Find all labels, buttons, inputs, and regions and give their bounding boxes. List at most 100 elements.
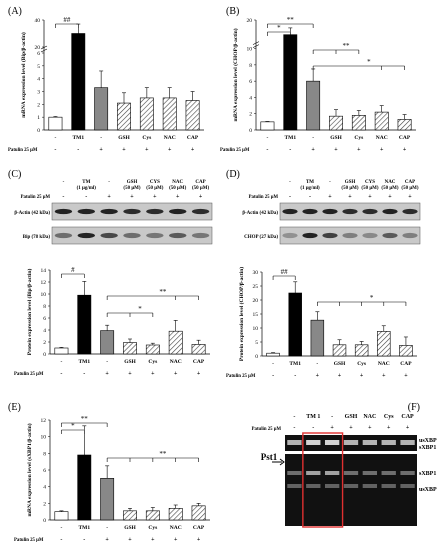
y-tick-label: 5 [255,340,258,346]
blot-band [382,208,398,215]
y-axis-label: Protein expression level (CHOP/β-actin) [238,267,245,361]
patulin-sign: - [289,147,291,153]
significance-B-sig1: ** [287,16,295,24]
blot-row-label: Bip (78 kDa) [23,235,51,240]
y-axis-label: Protein expression level (Bip/β-actin) [26,269,33,356]
bar [266,352,280,357]
blot-band [302,232,318,239]
blot-lane-header: TM [306,180,314,185]
y-axis-label: mRNA expression level (Bip/β-actin) [20,32,27,118]
gel-lane-sign: + [387,425,391,431]
x-tick-label: GSH [124,359,136,365]
blot-lane-header: CAP [195,180,205,185]
blot-lane-sign: + [199,194,203,200]
blot-lane-header: - [108,180,110,185]
y-tick-label: 1 [37,115,40,121]
x-tick-label: NAC [164,135,176,141]
x-tick-label: - [100,135,102,141]
panel-label-D: (D) [226,169,240,180]
x-tick-label: Cys [354,135,363,141]
blot-row-label: CHOP (27 kDa) [244,235,278,240]
blot-lane-header: NAC [385,180,396,185]
significance-B-sig3: ** [343,42,351,50]
gel-lane-label: - [293,414,295,420]
gel-lane-sign: - [312,425,314,431]
bar [191,505,206,521]
y-tick-label: 4 [37,77,40,83]
blot-lane-header: (50 μM) [146,186,163,191]
y-tick-label: 30 [253,270,259,276]
y-tick-label: 0 [249,128,252,134]
gel-band-mid [400,471,415,475]
gel-band-top [324,440,340,445]
x-tick-label: TM1 [289,361,301,367]
patulin-label: Patulin 25 μM [14,538,44,543]
blot-row-label: β-Actin (42 kDa) [14,211,50,216]
gel-lane-label: Cys [384,414,394,420]
panel-label-F: (F) [408,402,420,413]
blot-band [382,232,398,239]
blot-lane-header: (1 μg/ml) [300,186,320,191]
gel-band-top [343,440,359,445]
gel-patulin-label: Patulin 25 μM [252,427,282,432]
blot-band [282,232,298,239]
bar [145,344,160,355]
patulin-sign: + [105,371,109,377]
gel-band-mid [306,471,321,475]
blot-band [100,208,118,215]
bar [329,115,343,131]
x-tick-label: Cys [148,525,157,531]
blot-band [302,208,318,215]
blot-band [282,208,298,215]
gel-lane-sign: + [349,425,353,431]
gel-band-low [306,484,321,488]
bar [100,478,115,521]
y-tick-label: 8 [43,451,46,457]
y-tick-label: 12 [41,418,47,424]
x-tick-label: - [61,359,63,365]
blot-lane-header: - [63,180,65,185]
blot-lane-sign: + [107,194,111,200]
y-tick-label: 4 [249,95,252,101]
y-tick-label: 0 [43,518,46,524]
bar [332,344,347,357]
gel-band-top [287,440,302,445]
blot-row-label: β-Actin (42 kDa) [242,211,278,216]
bar [54,347,69,355]
y-tick-label: 2 [43,501,46,507]
y-tick-label: 6 [37,51,40,57]
blot-band [123,208,141,215]
x-tick-label: Cys [148,359,157,365]
bar [123,510,137,521]
patulin-sign: + [197,537,201,543]
bar [162,97,177,131]
gel-band-low [287,484,302,488]
gel-band-top [362,440,378,445]
blot-lane-header: (50 μM) [123,186,140,191]
x-tick-label: - [267,135,269,141]
gel-band-low [381,484,396,488]
blot-lane-header: NAC [172,180,183,185]
x-tick-label: Cys [142,135,151,141]
blot-lane-header: (50 μM) [381,186,398,191]
blot-band [402,208,418,215]
bar [399,345,413,357]
bar [71,33,86,131]
y-tick-label: 2 [37,102,40,108]
patulin-sign: + [151,371,155,377]
blot-band [77,232,95,239]
patulin-sign: + [145,147,149,153]
blot-band [191,232,210,239]
blot-band [146,208,164,215]
blot-lane-sign: - [309,194,311,200]
patulin-sign: - [272,373,274,379]
patulin-sign: + [403,147,407,153]
y-tick-label: 0 [255,354,258,360]
patulin-sign: + [338,373,342,379]
x-tick-label: - [106,359,108,365]
gel-band-mid [343,471,359,475]
bar [397,119,412,131]
y-tick-label: 20 [247,18,253,24]
blot-band [77,208,95,215]
